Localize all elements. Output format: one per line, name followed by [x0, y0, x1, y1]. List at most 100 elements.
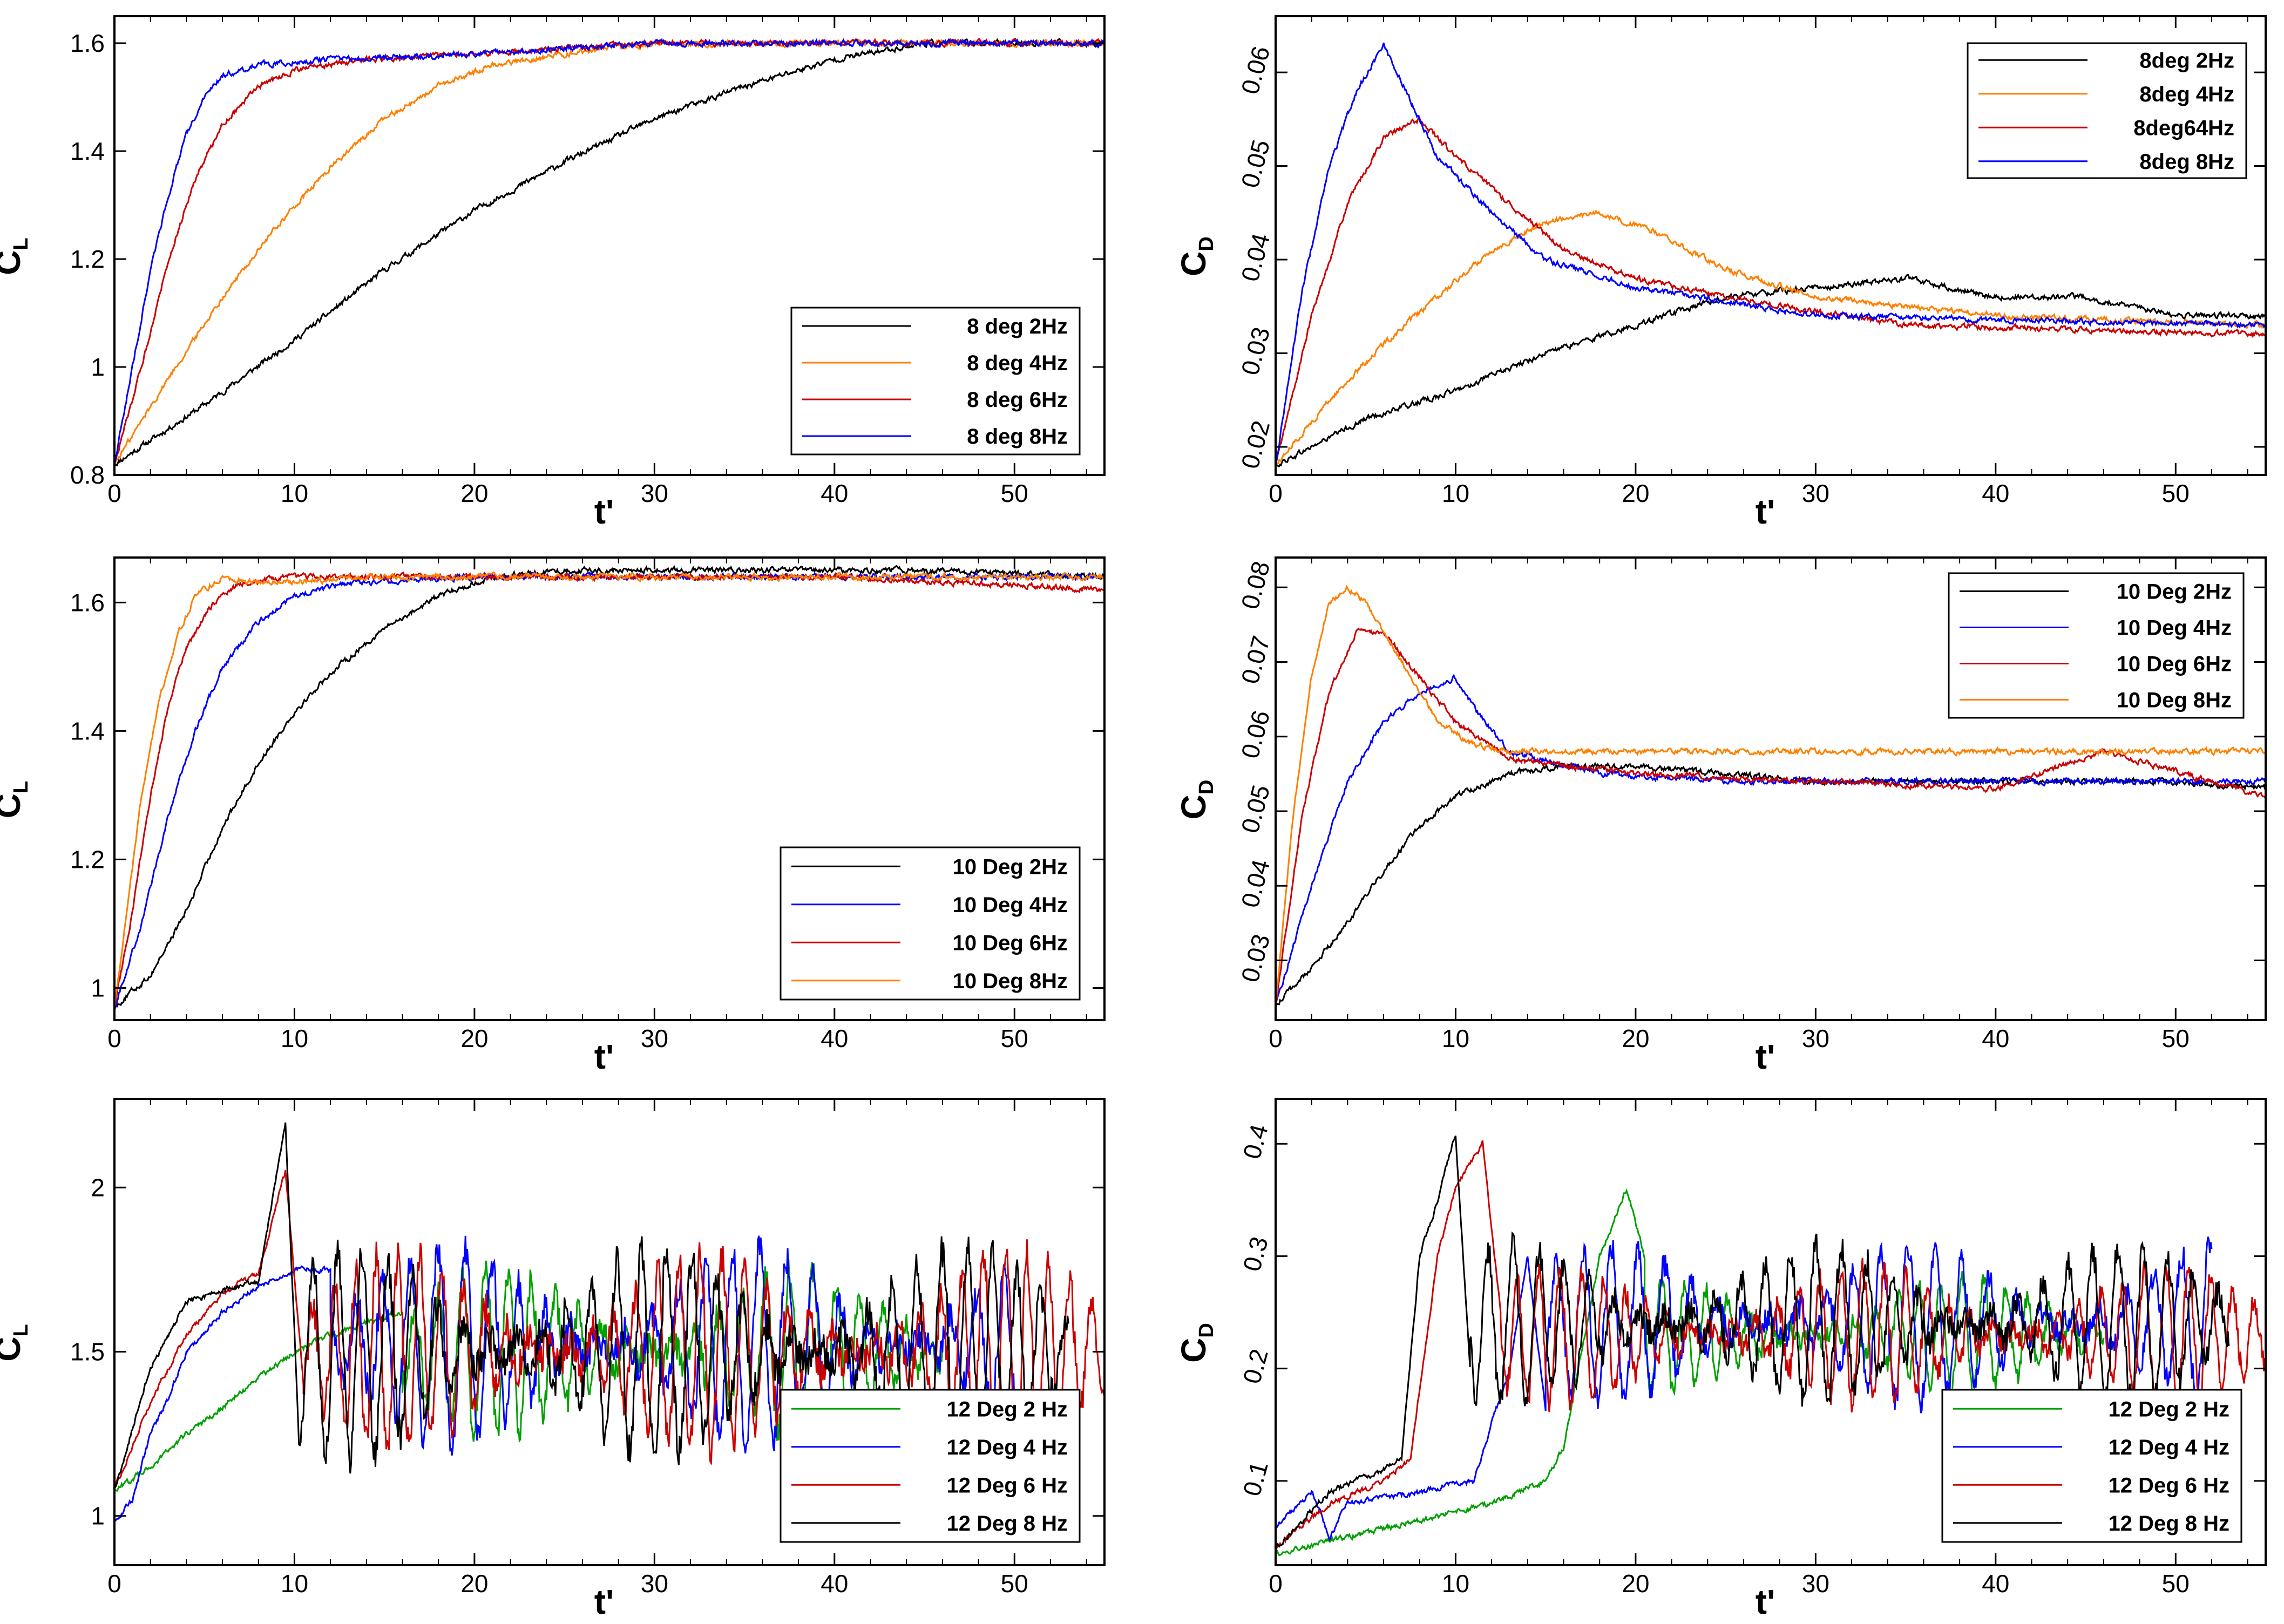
- y-tick-label: 0.06: [1236, 708, 1275, 762]
- series-line-2: [1276, 1236, 2213, 1542]
- y-tick-label: 0.08: [1236, 558, 1275, 612]
- x-axis-title: t': [594, 1582, 614, 1621]
- x-tick-label: 50: [1001, 1024, 1028, 1052]
- chart-2: 0 10 20 30 40 50 0.02 0.03 0.04 0.05 0.06 t' CD 8deg …: [1174, 15, 2267, 531]
- y-tick-label: 1.4: [70, 717, 105, 745]
- x-tick-label: 50: [1001, 479, 1028, 507]
- legend-label: 10 Deg 6Hz: [2117, 653, 2232, 676]
- legend-box: [780, 846, 1081, 1001]
- legend-label: 12 Deg 8 Hz: [2108, 1512, 2229, 1535]
- legend-label: 12 Deg 2 Hz: [946, 1397, 1068, 1421]
- x-axis-title: t': [1756, 1582, 1775, 1621]
- y-axis-title-sub: L: [10, 1324, 32, 1336]
- x-tick-label: 10: [1442, 1024, 1469, 1052]
- y-tick-label: 1.2: [70, 845, 105, 873]
- y-tick-label: 1.6: [70, 588, 105, 616]
- legend-label: 10 Deg 2Hz: [953, 855, 1068, 879]
- legend-label: 8 deg 2Hz: [967, 315, 1068, 338]
- legend-box: [780, 1389, 1081, 1543]
- plot-frame: [113, 1098, 1106, 1566]
- x-axis-title: t': [1756, 492, 1775, 531]
- y-tick-label: 0.02: [1236, 418, 1275, 472]
- plot-frame: [1275, 15, 2267, 476]
- y-axis-title-sub: D: [1195, 1323, 1218, 1337]
- y-tick-label: 0.03: [1236, 324, 1275, 378]
- plot-frame: [1275, 556, 2267, 1021]
- legend-label: 8 deg 6Hz: [967, 388, 1068, 412]
- x-tick-label: 30: [641, 479, 668, 507]
- x-tick-label: 10: [1442, 1569, 1469, 1598]
- y-axis-title-main: C: [1174, 252, 1213, 276]
- y-tick-label: 0.05: [1236, 782, 1275, 836]
- x-axis-title: t': [594, 1037, 614, 1076]
- legend: 8deg 2Hz 8deg 4Hz 8deg64Hz 8deg 8Hz: [1967, 42, 2247, 179]
- x-tick-label: 10: [281, 479, 308, 507]
- legend-label: 10 Deg 4Hz: [953, 893, 1068, 917]
- legend-label: 10 Deg 2Hz: [2117, 580, 2232, 604]
- series-line-1: [114, 37, 1104, 467]
- y-axis-title-sub: D: [1195, 236, 1218, 251]
- series-line-4: [114, 38, 1104, 466]
- y-axis-title: CD: [1174, 1323, 1218, 1363]
- legend-label: 12 Deg 4 Hz: [946, 1436, 1068, 1459]
- x-tick-label: 0: [107, 1569, 121, 1598]
- y-tick-label: 0.06: [1236, 43, 1275, 97]
- legend-label: 10 Deg 6Hz: [953, 931, 1068, 955]
- x-tick-label: 30: [1802, 1569, 1829, 1598]
- legend-box: [790, 307, 1081, 456]
- legend-box: [1948, 572, 2245, 719]
- x-tick-label: 40: [1982, 1569, 2009, 1598]
- y-tick-label: 0.05: [1236, 137, 1275, 191]
- series-line-2: [1276, 209, 2266, 466]
- x-tick-label: 40: [1982, 479, 2009, 507]
- y-tick-label: 1.6: [70, 29, 105, 57]
- x-tick-label: 20: [460, 1569, 488, 1598]
- y-tick-label: 1.4: [70, 137, 105, 165]
- x-tick-label: 20: [1622, 479, 1649, 507]
- x-tick-label: 40: [821, 1569, 848, 1598]
- series-line-3: [1276, 627, 2266, 1006]
- x-tick-label: 0: [107, 479, 121, 507]
- x-tick-label: 10: [1442, 479, 1469, 507]
- x-tick-label: 30: [641, 1024, 668, 1052]
- y-axis-title: CL: [0, 781, 32, 818]
- series-line-1: [1276, 274, 2266, 467]
- y-axis-title: CD: [1174, 780, 1218, 820]
- x-tick-label: 10: [281, 1024, 308, 1052]
- legend-label: 12 Deg 6 Hz: [946, 1473, 1068, 1497]
- legend: 8 deg 2Hz 8 deg 4Hz 8 deg 6Hz 8 deg 8Hz: [790, 307, 1081, 456]
- y-axis-title: CL: [0, 1324, 32, 1361]
- legend-label: 12 Deg 4 Hz: [2108, 1436, 2229, 1459]
- y-tick-label: 1: [91, 353, 105, 381]
- chart-4: 0 10 20 30 40 50 0.03 0.04 0.05 0.06 0.07 0.08 t' CD 1…: [1174, 556, 2267, 1076]
- legend-label: 8deg 2Hz: [2139, 49, 2234, 72]
- x-tick-label: 30: [641, 1569, 668, 1598]
- legend: 10 Deg 2Hz 10 Deg 4Hz 10 Deg 6Hz 10 Deg 8Hz: [780, 846, 1081, 1001]
- plot-frame: [113, 15, 1106, 476]
- x-tick-label: 20: [460, 479, 488, 507]
- series-line-3: [1276, 1140, 2266, 1551]
- series-line-3: [1276, 116, 2266, 465]
- legend-box: [1941, 1389, 2242, 1543]
- series-line-4: [1276, 42, 2266, 465]
- legend: 12 Deg 2 Hz 12 Deg 4 Hz 12 Deg 6 Hz 12 Deg …: [780, 1389, 1081, 1543]
- x-tick-label: 50: [2162, 1569, 2190, 1598]
- y-tick-label: 0.4: [1237, 1122, 1273, 1162]
- x-axis-title: t': [594, 492, 614, 531]
- y-tick-label: 1.5: [70, 1338, 105, 1366]
- legend-label: 10 Deg 8Hz: [2117, 689, 2232, 712]
- x-tick-label: 10: [281, 1569, 308, 1598]
- series-line-3: [114, 572, 1104, 1010]
- y-tick-label: 0.2: [1237, 1346, 1273, 1387]
- legend-label: 12 Deg 8 Hz: [946, 1512, 1068, 1535]
- series-line-4: [1276, 1135, 2230, 1550]
- x-tick-label: 20: [1622, 1024, 1649, 1052]
- series-line-4: [114, 1122, 1069, 1489]
- chart-5: 0 10 20 30 40 50 1 1.5 2 t' CL 12 Deg 2 Hz 12 Deg 4 …: [0, 1098, 1106, 1621]
- x-tick-label: 30: [1802, 479, 1829, 507]
- y-axis-title-main: C: [1174, 1338, 1213, 1363]
- x-tick-label: 20: [460, 1024, 488, 1052]
- y-axis-title-main: C: [0, 1337, 28, 1362]
